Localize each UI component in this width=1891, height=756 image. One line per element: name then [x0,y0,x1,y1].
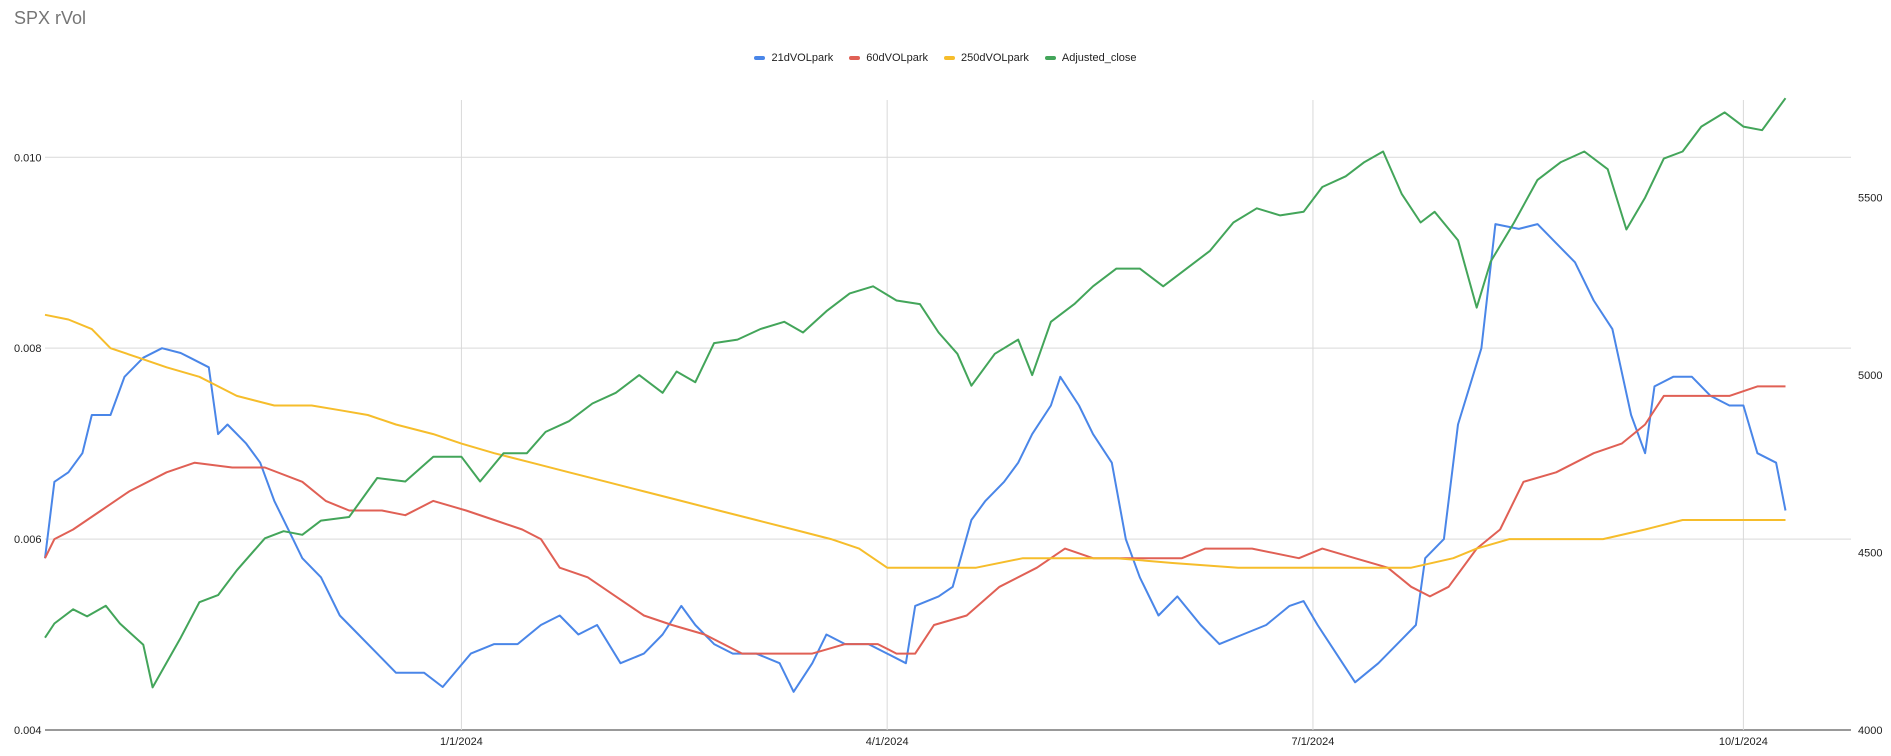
legend: 21dVOLpark 60dVOLpark 250dVOLpark Adjust… [0,52,1891,64]
series-line-adjusted-close[interactable] [44,97,1787,689]
series-line-60dvolpark[interactable] [44,385,1786,655]
y-right-tick-label: 5500 [1858,193,1882,205]
legend-swatch [944,56,956,60]
legend-swatch [1044,56,1056,60]
legend-label: 21dVOLpark [771,52,834,64]
y-left-tick-label: 0.004 [14,725,42,737]
y-left-tick-label: 0.010 [14,152,42,164]
legend-swatch [849,56,861,60]
legend-label: Adjusted_close [1061,52,1137,64]
x-tick-label: 10/1/2024 [1719,736,1768,748]
series-line-21dvolpark[interactable] [44,223,1787,693]
legend-label: 250dVOLpark [961,52,1029,64]
legend-item-250dvolpark[interactable]: 250dVOLpark [944,52,1029,64]
y-right-tick-label: 4000 [1858,725,1882,737]
x-tick-label: 1/1/2024 [440,736,483,748]
x-tick-label: 4/1/2024 [866,736,909,748]
legend-swatch [754,56,766,60]
legend-label: 60dVOLpark [866,52,929,64]
chart-title: SPX rVol [14,8,87,28]
legend-item-60dvolpark[interactable]: 60dVOLpark [849,52,928,64]
series-line-250dvolpark[interactable] [44,313,1786,569]
y-left-tick-label: 0.006 [14,534,42,546]
legend-item-adjusted-close[interactable]: Adjusted_close [1044,52,1137,64]
y-right-tick-label: 4500 [1858,548,1882,560]
x-tick-label: 7/1/2024 [1292,736,1335,748]
y-left-tick-label: 0.008 [14,343,42,355]
legend-item-21dvolpark[interactable]: 21dVOLpark [754,52,833,64]
y-right-tick-label: 5000 [1858,370,1882,382]
